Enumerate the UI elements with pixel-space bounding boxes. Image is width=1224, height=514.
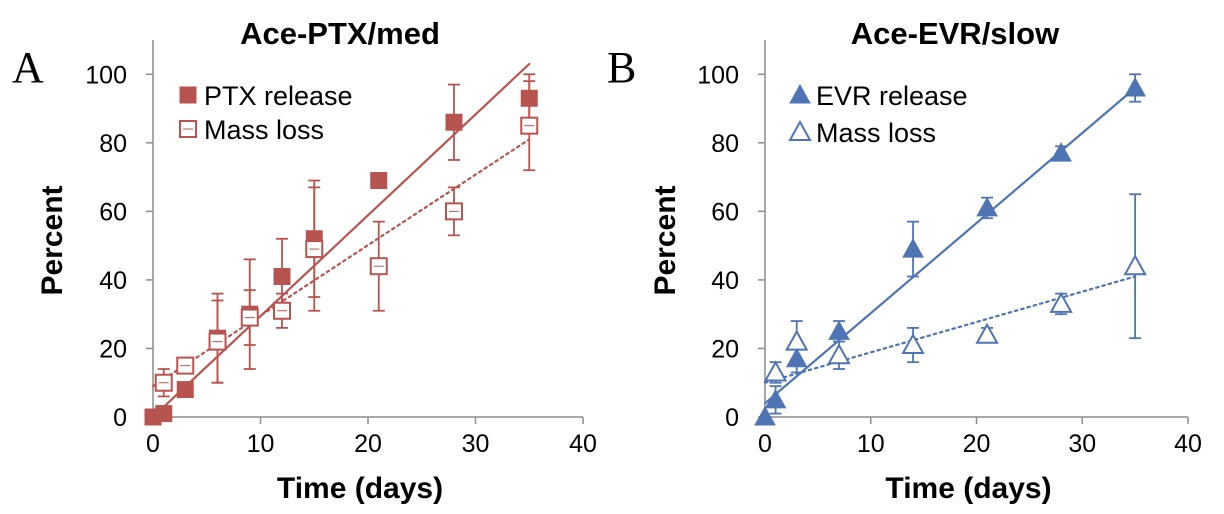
y-tick-label: 80 xyxy=(711,130,739,158)
legend-marker xyxy=(179,86,197,104)
data-point xyxy=(827,343,851,365)
x-tick-label: 10 xyxy=(247,430,275,458)
data-point xyxy=(1123,254,1147,276)
chart-panel-b: B Ace-EVR/slow 0 20 40 60 80 100 0 10 20 30 40 Time (… xyxy=(607,16,1202,505)
x-tick-label: 30 xyxy=(1068,430,1096,458)
y-tick-label: 60 xyxy=(711,198,739,226)
data-point xyxy=(976,196,998,217)
chart-title: Ace-PTX/med xyxy=(240,16,440,51)
data-point xyxy=(370,172,388,190)
legend-label: Mass loss xyxy=(816,118,936,148)
y-tick-label: 80 xyxy=(99,130,127,158)
x-tick-label: 20 xyxy=(963,430,991,458)
series-evr-release xyxy=(754,73,1146,426)
y-axis-title: Percent xyxy=(649,185,682,295)
y-tick-label: 100 xyxy=(85,61,127,89)
x-tick-label: 30 xyxy=(462,430,490,458)
y-tick-label: 60 xyxy=(99,198,127,226)
data-point xyxy=(901,332,925,355)
data-point xyxy=(828,320,850,340)
panel-letter: A xyxy=(12,43,44,92)
data-point xyxy=(975,322,999,344)
y-tick-label: 0 xyxy=(725,404,739,432)
data-point xyxy=(176,381,194,399)
y-tick-label: 40 xyxy=(711,267,739,295)
legend-marker xyxy=(788,119,812,141)
legend-label: PTX release xyxy=(204,81,353,111)
x-axis-title: Time (days) xyxy=(277,472,443,505)
y-axis-title: Percent xyxy=(36,185,69,295)
chart-panel-a: A Ace-PTX/med 0 20 40 60 80 100 0 10 20 30 40 Time (d… xyxy=(12,16,597,505)
x-tick-label: 0 xyxy=(758,430,772,458)
data-point xyxy=(902,238,924,258)
y-tick-label: 100 xyxy=(697,61,739,89)
data-point xyxy=(785,329,809,351)
data-point xyxy=(754,405,776,426)
data-point xyxy=(155,405,173,423)
data-point xyxy=(1049,291,1073,313)
chart-title: Ace-EVR/slow xyxy=(851,16,1060,51)
y-tick-label: 20 xyxy=(99,335,127,363)
series-mass-loss xyxy=(151,80,539,398)
x-tick-label: 20 xyxy=(354,430,382,458)
trendline xyxy=(763,86,1137,405)
x-tick-label: 40 xyxy=(1174,430,1202,458)
data-point xyxy=(1124,76,1146,97)
data-point xyxy=(273,267,291,285)
y-tick-label: 20 xyxy=(711,335,739,363)
legend-label: Mass loss xyxy=(204,115,324,145)
trendline xyxy=(151,62,531,419)
x-tick-label: 10 xyxy=(857,430,885,458)
legend-label: EVR release xyxy=(816,81,968,111)
x-axis-title: Time (days) xyxy=(885,472,1051,505)
data-point xyxy=(445,113,463,131)
data-point xyxy=(1050,142,1072,162)
data-point xyxy=(764,388,787,409)
y-tick-label: 0 xyxy=(113,404,127,432)
y-tick-label: 40 xyxy=(99,267,127,295)
panel-letter: B xyxy=(607,43,636,92)
x-tick-label: 0 xyxy=(146,430,160,458)
x-tick-label: 40 xyxy=(569,430,597,458)
series-mass-loss xyxy=(763,193,1147,384)
data-point xyxy=(763,360,788,382)
trendline xyxy=(763,275,1137,384)
legend-marker xyxy=(789,83,811,104)
